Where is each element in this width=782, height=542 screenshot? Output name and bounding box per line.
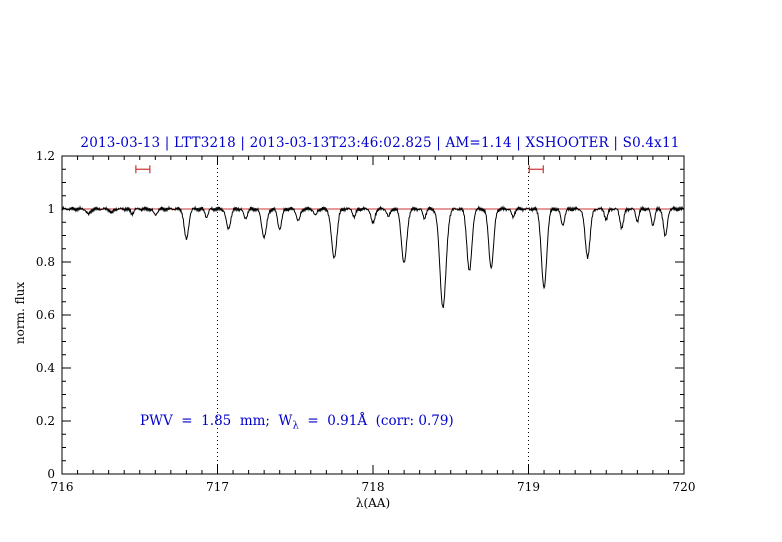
- y-tick-label: 1.2: [36, 149, 55, 163]
- x-axis-label: λ(AA): [355, 496, 391, 510]
- y-tick-label: 1: [47, 202, 55, 216]
- plot-title: 2013-03-13 | LTT3218 | 2013-03-13T23:46:…: [80, 135, 680, 151]
- x-tick-label: 716: [51, 480, 74, 494]
- pwv-annotation-sub: λ: [292, 420, 299, 432]
- pwv-annotation-prefix: PWV = 1.85 mm; W: [140, 413, 293, 429]
- y-tick-label: 0.8: [36, 255, 55, 269]
- band-marker: [135, 165, 151, 174]
- y-tick-label: 0.4: [36, 361, 55, 375]
- y-tick-label: 0.2: [36, 414, 55, 428]
- y-tick-label: 0.6: [36, 308, 55, 322]
- x-tick-label: 719: [517, 480, 540, 494]
- x-tick-label: 718: [362, 480, 385, 494]
- x-tick-label: 720: [673, 480, 696, 494]
- x-tick-label: 717: [206, 480, 229, 494]
- y-tick-label: 0: [47, 467, 55, 481]
- spectrum-line: [61, 205, 685, 309]
- band-marker: [528, 165, 544, 174]
- y-axis-label: norm. flux: [13, 281, 27, 345]
- pwv-annotation: PWV = 1.85 mm; Wλ = 0.91Å (corr: 0.79): [140, 413, 454, 432]
- pwv-annotation-suffix: = 0.91Å (corr: 0.79): [298, 413, 454, 429]
